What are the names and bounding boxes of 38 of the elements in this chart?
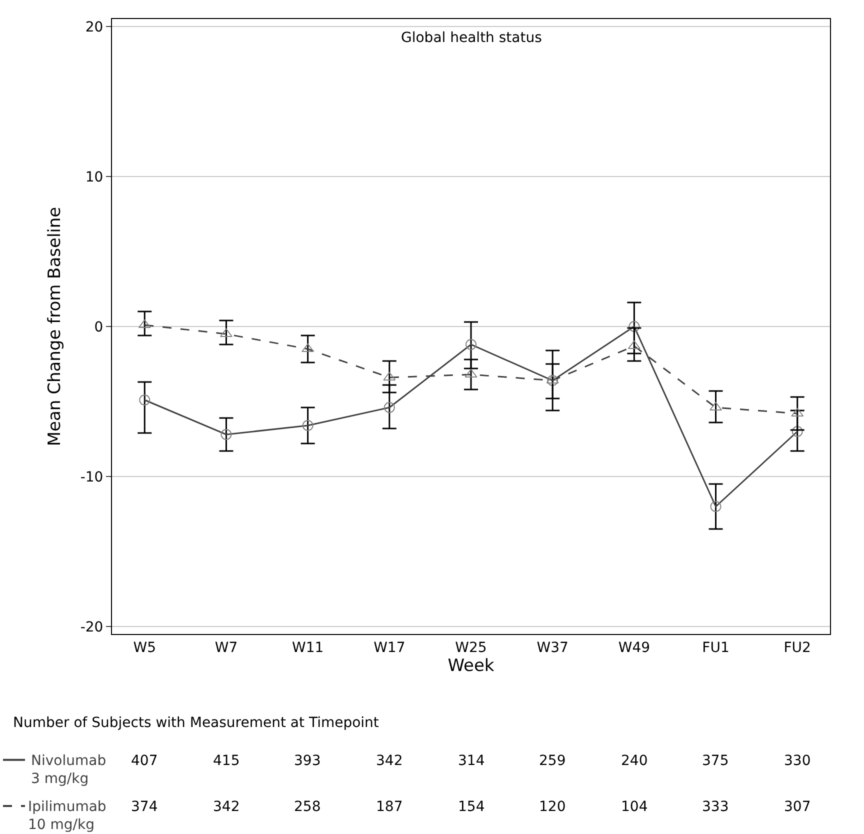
text: 342 (376, 753, 403, 769)
text: 259 (539, 753, 566, 769)
y-tick-label: 10 (85, 169, 104, 186)
x-axis-title: Week (448, 656, 494, 676)
x-tick-label: FU2 (784, 640, 811, 656)
text: 120 (539, 799, 566, 815)
text: 187 (376, 799, 403, 815)
x-tick-label: W49 (618, 640, 650, 656)
y-tick-label: 20 (85, 19, 104, 36)
legend-label: Ipilimumab 10 mg/kg (28, 799, 106, 834)
text: 240 (621, 753, 648, 769)
text: 415 (213, 753, 240, 769)
text: 330 (784, 753, 811, 769)
x-tick-label: W25 (455, 640, 487, 656)
text: 258 (294, 799, 321, 815)
x-tick-label: W17 (374, 640, 406, 656)
legend-label: Nivolumab 3 mg/kg (31, 753, 106, 788)
text: 407 (131, 753, 158, 769)
x-tick-label: W11 (292, 640, 324, 656)
text: 154 (458, 799, 485, 815)
text: 104 (621, 799, 648, 815)
y-tick-label: -10 (80, 469, 104, 486)
x-tick-label: W5 (133, 640, 156, 656)
text: 314 (458, 753, 485, 769)
y-tick-label: -20 (80, 619, 104, 636)
y-tick-label: 0 (94, 319, 104, 336)
text: Global health status (401, 30, 542, 46)
x-tick-label: W37 (536, 640, 568, 656)
x-tick-label: W7 (214, 640, 238, 656)
text: 375 (702, 753, 729, 769)
text: 393 (294, 753, 321, 769)
y-axis-title: Mean Change from Baseline (44, 206, 65, 446)
text: 333 (702, 799, 729, 815)
text: 342 (213, 799, 240, 815)
x-tick-label: FU1 (702, 640, 730, 656)
text: 374 (131, 799, 158, 815)
text: Number of Subjects with Measurement at Timepoint (13, 715, 380, 731)
text: 307 (784, 799, 811, 815)
